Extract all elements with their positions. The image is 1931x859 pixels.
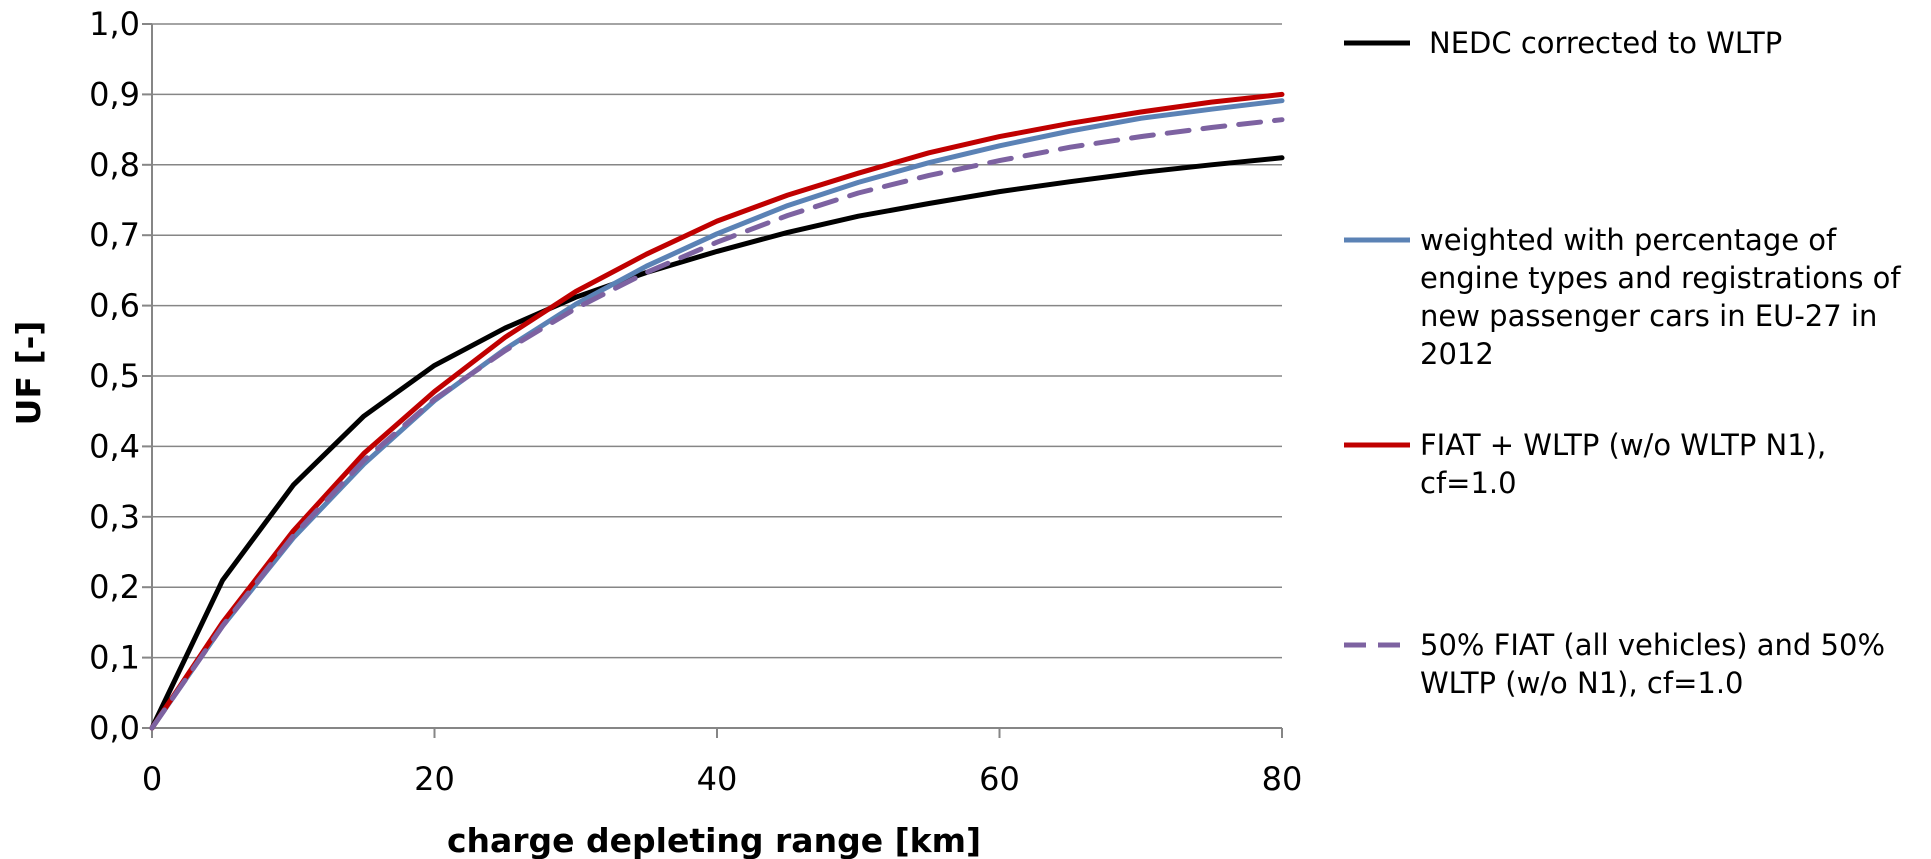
- series-line-4: [149, 117, 1285, 731]
- x-tick-label: 80: [1262, 760, 1303, 798]
- y-axis-title: UF [-]: [9, 321, 48, 426]
- x-tick-label: 20: [414, 760, 455, 798]
- grid-lines: [152, 23, 1282, 659]
- y-tick-label: 0,2: [89, 568, 140, 606]
- y-tick-label: 0,0: [89, 709, 140, 747]
- y-tick-label: 0,9: [89, 75, 140, 113]
- series-line-2: [149, 98, 1285, 731]
- y-tick-label: 0,3: [89, 498, 140, 536]
- legend-label-4: 50% FIAT (all vehicles) and 50% WLTP (w/o…: [1420, 628, 1885, 700]
- series-line-3: [149, 91, 1285, 731]
- axes: [142, 23, 1283, 738]
- y-tick-label: 0,8: [89, 146, 140, 184]
- y-tick-label: 1,0: [89, 5, 140, 43]
- legend-label-3: FIAT + WLTP (w/o WLTP N1), cf=1.0: [1420, 428, 1826, 500]
- x-tick-label: 40: [697, 760, 738, 798]
- legend-label-2: weighted with percentage of engine types …: [1420, 223, 1901, 371]
- y-tick-label: 0,5: [89, 357, 140, 395]
- y-tick-label: 0,7: [89, 216, 140, 254]
- y-tick-label: 0,4: [89, 427, 140, 465]
- series-line-1: [149, 155, 1285, 731]
- x-axis-title: charge depleting range [km]: [447, 821, 981, 859]
- legend-label-1: NEDC corrected to WLTP: [1429, 26, 1782, 60]
- legend: NEDC corrected to WLTP weighted with perc…: [1344, 26, 1901, 700]
- plot-area: [149, 91, 1285, 731]
- x-tick-label: 0: [142, 760, 162, 798]
- y-tick-label: 0,6: [89, 287, 140, 325]
- tick-labels: 0,0 0,1 0,2 0,3 0,4 0,5 0,6 0,7 0,8 0,9 1,0 0 20 40 60…: [89, 5, 1302, 798]
- x-tick-label: 60: [979, 760, 1020, 798]
- y-tick-label: 0,1: [89, 639, 140, 677]
